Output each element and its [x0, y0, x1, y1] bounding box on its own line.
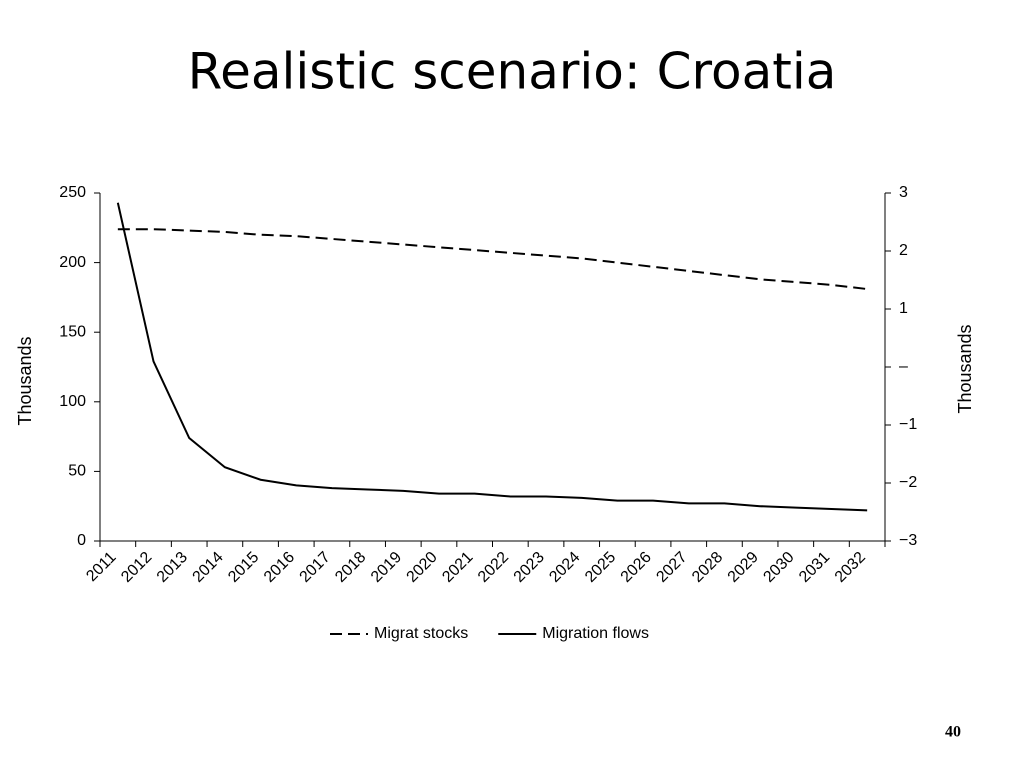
- x-tick-label: 2014: [190, 549, 227, 586]
- y-tick-label: 250: [59, 184, 86, 201]
- x-tick-label: 2012: [118, 549, 155, 586]
- x-tick-label: 2011: [83, 549, 119, 585]
- x-tick-label: 2031: [796, 549, 833, 586]
- x-tick-label: 2025: [582, 549, 619, 586]
- y-axis-title: Thousands: [15, 336, 35, 425]
- x-tick-label: 2015: [225, 549, 262, 586]
- x-tick-label: 2016: [261, 549, 298, 586]
- y2-tick-label: −2: [899, 474, 917, 491]
- y-tick-label: 150: [59, 323, 86, 340]
- x-tick-label: 2018: [332, 549, 369, 586]
- legend-label: Migration flows: [542, 625, 649, 642]
- y2-tick-label: −1: [899, 416, 917, 433]
- y2-axis-title: Thousands: [955, 324, 975, 413]
- x-tick-label: 2027: [653, 549, 690, 586]
- x-tick-label: 2023: [511, 549, 548, 586]
- series-line: [116, 202, 868, 512]
- x-tick-label: 2029: [725, 549, 762, 586]
- y-tick-label: 0: [77, 532, 86, 549]
- y2-tick-label: 3: [899, 184, 908, 201]
- x-tick-label: 2032: [832, 549, 869, 586]
- x-tick-label: 2022: [475, 549, 512, 586]
- slide-title: Realistic scenario: Croatia: [188, 43, 837, 101]
- x-tick-label: 2020: [404, 549, 441, 586]
- legend-label: Migrat stocks: [374, 625, 468, 642]
- y2-tick-label: 1: [899, 300, 908, 317]
- y-tick-label: 200: [59, 254, 86, 271]
- y2-tick-label: –: [899, 358, 908, 375]
- x-tick-label: 2024: [546, 549, 583, 586]
- page-number: 40: [945, 724, 961, 741]
- x-tick-label: 2013: [154, 549, 191, 586]
- x-tick-label: 2019: [368, 549, 405, 586]
- y-tick-label: 50: [68, 463, 86, 480]
- x-tick-label: 2017: [297, 549, 334, 586]
- y2-tick-label: 2: [899, 242, 908, 259]
- y-tick-label: 100: [59, 393, 86, 410]
- x-tick-label: 2021: [439, 549, 476, 586]
- x-tick-label: 2028: [689, 549, 726, 586]
- y2-tick-label: −3: [899, 532, 917, 549]
- x-tick-label: 2026: [618, 549, 655, 586]
- x-tick-label: 2030: [760, 549, 797, 586]
- series-line: [117, 228, 868, 291]
